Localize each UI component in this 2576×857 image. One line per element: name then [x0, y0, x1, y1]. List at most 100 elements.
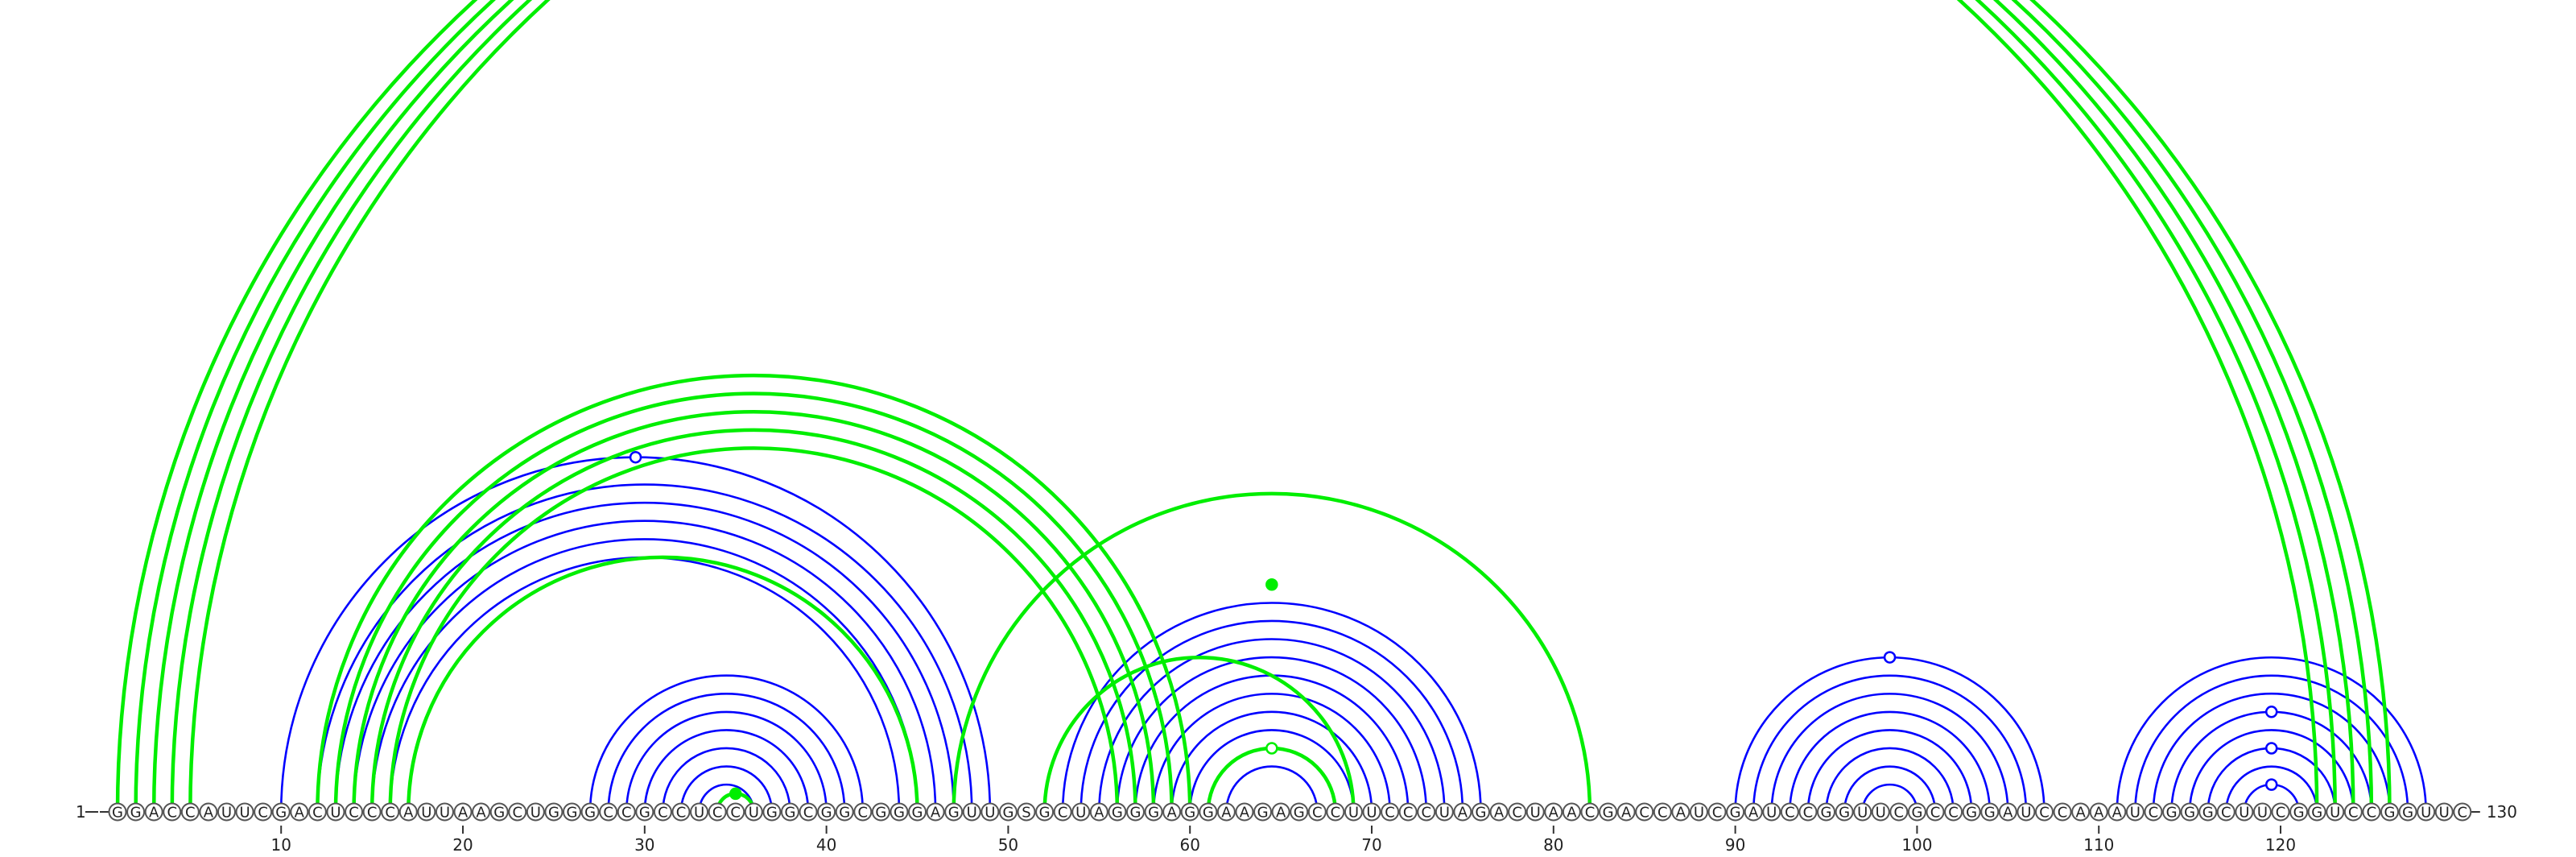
nucleotide-letter: A [149, 805, 159, 822]
nucleotide-102 [1944, 802, 1963, 822]
base-pair-arc-10-49 [279, 456, 992, 813]
nucleotide-30 [635, 802, 654, 822]
nucleotide-18 [417, 802, 436, 822]
nucleotide-letter: A [204, 805, 214, 822]
nucleotide-74 [1435, 802, 1454, 822]
base-pair-arc-94-103 [1806, 729, 1973, 813]
base-pair-arc-12-60 [316, 373, 1192, 813]
nucleotide-112 [2125, 802, 2145, 822]
nucleotide-92 [1762, 802, 1781, 822]
base-pair-arc-15-45 [370, 538, 919, 813]
nucleotide-40 [817, 802, 836, 822]
nucleotide-9 [254, 802, 273, 822]
base-pair-arc-93-104 [1789, 710, 1992, 813]
nucleotide-letter: C [1894, 805, 1905, 822]
nucleotide-77 [1489, 802, 1509, 822]
nucleotide-19 [435, 802, 454, 822]
nucleotide-90 [1726, 802, 1745, 822]
nucleotide-letter: G [2202, 805, 2214, 822]
nucleotide-32 [671, 802, 691, 822]
nucleotide-letter: C [312, 805, 323, 822]
nucleotide-letter: G [130, 805, 142, 822]
nucleotide-5 [180, 802, 200, 822]
nucleotide-22 [489, 802, 509, 822]
nucleotide-letter: U [530, 805, 541, 822]
nucleotide-23 [508, 802, 527, 822]
nucleotide-34 [708, 802, 727, 822]
nucleotide-75 [1453, 802, 1472, 822]
nucleotide-letter: U [749, 805, 759, 822]
nucleotide-letter: C [2149, 805, 2159, 822]
nucleotide-119 [2252, 802, 2272, 822]
tick-label: 30 [634, 835, 654, 855]
nucleotide-letter: U [221, 805, 232, 822]
arc-apex-marker [1265, 578, 1278, 591]
nucleotide-42 [853, 802, 873, 822]
nucleotide-25 [544, 802, 564, 822]
base-pair-arc-62-67 [1225, 765, 1319, 813]
base-pair-arc-2-123 [134, 0, 2338, 813]
nucleotide-letter: U [2130, 805, 2140, 822]
nucleotide-letter: G [1294, 805, 1305, 822]
nucleotide-101 [1926, 802, 1945, 822]
nucleotide-4 [163, 802, 182, 822]
nucleotide-94 [1798, 802, 1818, 822]
nucleotide-letter: C [1058, 805, 1068, 822]
nucleotide-letter: G [1130, 805, 1141, 822]
nucleotide-letter: A [1494, 805, 1505, 822]
nucleotide-letter: U [694, 805, 704, 822]
nucleotide-64 [1253, 802, 1273, 822]
nucleotide-letter: G [275, 805, 287, 822]
nucleotide-29 [617, 802, 636, 822]
nucleotide-letter: C [385, 805, 395, 822]
nucleotide-letter: G [821, 805, 832, 822]
base-pair-arc-52-69 [1042, 655, 1356, 813]
nucleotide-54 [1071, 802, 1091, 822]
nucleotide-letter: C [2276, 805, 2286, 822]
nucleotide-letter: C [1512, 805, 1522, 822]
nucleotide-124 [2343, 802, 2363, 822]
nucleotide-36 [744, 802, 763, 822]
nucleotide-65 [1271, 802, 1290, 822]
nucleotide-125 [2362, 802, 2381, 822]
nucleotide-letter: G [1911, 805, 1922, 822]
nucleotide-letter: A [2094, 805, 2104, 822]
tick-label: 60 [1179, 835, 1199, 855]
base-pair-arc-59-70 [1170, 710, 1373, 813]
nucleotide-letter: A [1094, 805, 1104, 822]
base-pair-arc-31-38 [662, 747, 791, 813]
nucleotide-52 [1035, 802, 1055, 822]
arc-apex-marker [729, 787, 742, 801]
arc-apex-marker [1883, 651, 1897, 664]
nucleotide-1 [108, 802, 127, 822]
nucleotide-letter: G [1257, 805, 1269, 822]
nucleotide-letter: C [730, 805, 741, 822]
nucleotide-letter: G [1203, 805, 1214, 822]
nucleotide-letter: C [1312, 805, 1323, 822]
nucleotide-76 [1472, 802, 1490, 822]
nucleotide-60 [1180, 802, 1199, 822]
nucleotide-67 [1307, 802, 1327, 822]
nucleotide-115 [2180, 802, 2199, 822]
nucleotide-123 [2326, 802, 2345, 822]
nucleotide-letter: C [1585, 805, 1596, 822]
nucleotide-letter: C [857, 805, 868, 822]
nucleotide-letter: C [258, 805, 268, 822]
nucleotide-letter: C [1785, 805, 1795, 822]
tick-label: 10 [270, 835, 291, 855]
nucleotide-78 [1508, 802, 1527, 822]
nucleotide-letter: G [639, 805, 650, 822]
nucleotide-letter: G [894, 805, 905, 822]
nucleotide-letter: A [1166, 805, 1177, 822]
nucleotide-85 [1635, 802, 1654, 822]
nucleotide-letter: U [1876, 805, 1886, 822]
nucleotide-letter: C [2348, 805, 2359, 822]
nucleotide-letter: C [1657, 805, 1668, 822]
arc-apex-marker [2264, 742, 2278, 755]
nucleotide-letter: G [2293, 805, 2305, 822]
nucleotide-letter: C [512, 805, 522, 822]
base-pair-arc-60-69 [1188, 729, 1355, 813]
nucleotide-letter: U [1857, 805, 1868, 822]
nucleotide-letter: C [2458, 805, 2468, 822]
nucleotide-letter: A [931, 805, 941, 822]
